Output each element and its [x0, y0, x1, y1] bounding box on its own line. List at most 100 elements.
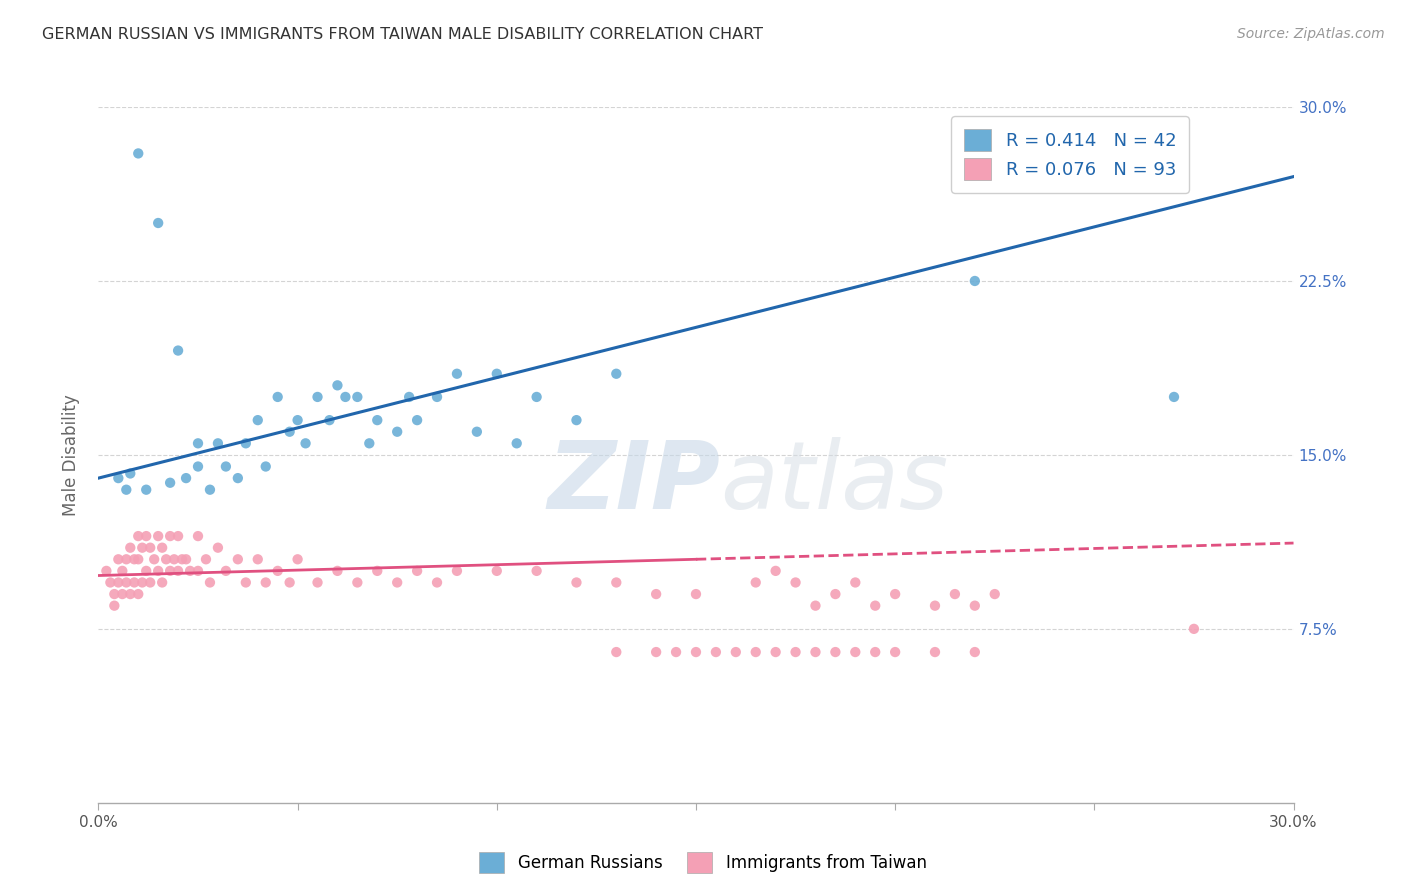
- Point: [963, 645, 986, 659]
- Point: [863, 599, 887, 613]
- Text: ZIP: ZIP: [547, 437, 720, 529]
- Point: [335, 390, 357, 404]
- Point: [167, 564, 190, 578]
- Point: [1163, 390, 1185, 404]
- Point: [100, 575, 122, 590]
- Point: [785, 645, 807, 659]
- Point: [804, 599, 827, 613]
- Point: [465, 425, 488, 439]
- Text: atlas: atlas: [720, 437, 948, 528]
- Point: [844, 575, 866, 590]
- Point: [148, 216, 170, 230]
- Point: [506, 436, 529, 450]
- Point: [207, 436, 229, 450]
- Point: [174, 471, 197, 485]
- Point: [127, 552, 149, 566]
- Point: [107, 575, 129, 590]
- Point: [235, 575, 257, 590]
- Point: [135, 529, 157, 543]
- Point: [187, 529, 209, 543]
- Point: [863, 645, 887, 659]
- Point: [1182, 622, 1205, 636]
- Point: [139, 575, 162, 590]
- Point: [198, 575, 221, 590]
- Point: [246, 413, 269, 427]
- Point: [254, 459, 277, 474]
- Point: [215, 459, 238, 474]
- Point: [485, 367, 508, 381]
- Point: [267, 564, 290, 578]
- Point: [139, 541, 162, 555]
- Point: [172, 552, 194, 566]
- Point: [124, 552, 146, 566]
- Point: [150, 575, 173, 590]
- Point: [665, 645, 688, 659]
- Point: [254, 575, 277, 590]
- Point: [159, 529, 181, 543]
- Point: [127, 587, 149, 601]
- Point: [115, 483, 138, 497]
- Point: [645, 587, 668, 601]
- Point: [526, 390, 548, 404]
- Point: [366, 413, 388, 427]
- Point: [426, 575, 449, 590]
- Point: [159, 475, 181, 490]
- Point: [526, 564, 548, 578]
- Point: [135, 483, 157, 497]
- Point: [127, 529, 149, 543]
- Point: [96, 564, 118, 578]
- Point: [318, 413, 340, 427]
- Point: [326, 564, 349, 578]
- Point: [148, 564, 170, 578]
- Point: [765, 645, 787, 659]
- Point: [307, 390, 329, 404]
- Point: [346, 390, 368, 404]
- Point: [984, 587, 1007, 601]
- Point: [120, 587, 142, 601]
- Point: [924, 645, 946, 659]
- Point: [326, 378, 349, 392]
- Point: [195, 552, 218, 566]
- Point: [745, 645, 768, 659]
- Point: [278, 575, 301, 590]
- Point: [174, 552, 197, 566]
- Point: [207, 541, 229, 555]
- Legend: R = 0.414   N = 42, R = 0.076   N = 93: R = 0.414 N = 42, R = 0.076 N = 93: [952, 116, 1189, 193]
- Point: [287, 413, 309, 427]
- Point: [278, 425, 301, 439]
- Point: [235, 436, 257, 450]
- Point: [163, 552, 186, 566]
- Point: [107, 552, 129, 566]
- Point: [107, 471, 129, 485]
- Point: [131, 575, 153, 590]
- Point: [804, 645, 827, 659]
- Point: [446, 367, 468, 381]
- Point: [115, 575, 138, 590]
- Point: [198, 483, 221, 497]
- Point: [924, 599, 946, 613]
- Point: [398, 390, 420, 404]
- Point: [143, 552, 166, 566]
- Point: [187, 436, 209, 450]
- Point: [111, 564, 134, 578]
- Point: [765, 564, 787, 578]
- Point: [120, 467, 142, 481]
- Text: Source: ZipAtlas.com: Source: ZipAtlas.com: [1237, 27, 1385, 41]
- Point: [605, 645, 627, 659]
- Y-axis label: Male Disability: Male Disability: [62, 394, 80, 516]
- Point: [824, 587, 846, 601]
- Point: [226, 471, 249, 485]
- Point: [385, 425, 409, 439]
- Point: [124, 575, 146, 590]
- Point: [406, 564, 429, 578]
- Point: [359, 436, 381, 450]
- Point: [844, 645, 866, 659]
- Point: [565, 575, 588, 590]
- Point: [215, 564, 238, 578]
- Text: GERMAN RUSSIAN VS IMMIGRANTS FROM TAIWAN MALE DISABILITY CORRELATION CHART: GERMAN RUSSIAN VS IMMIGRANTS FROM TAIWAN…: [42, 27, 763, 42]
- Point: [745, 575, 768, 590]
- Point: [103, 587, 125, 601]
- Point: [155, 552, 177, 566]
- Point: [724, 645, 747, 659]
- Point: [605, 575, 627, 590]
